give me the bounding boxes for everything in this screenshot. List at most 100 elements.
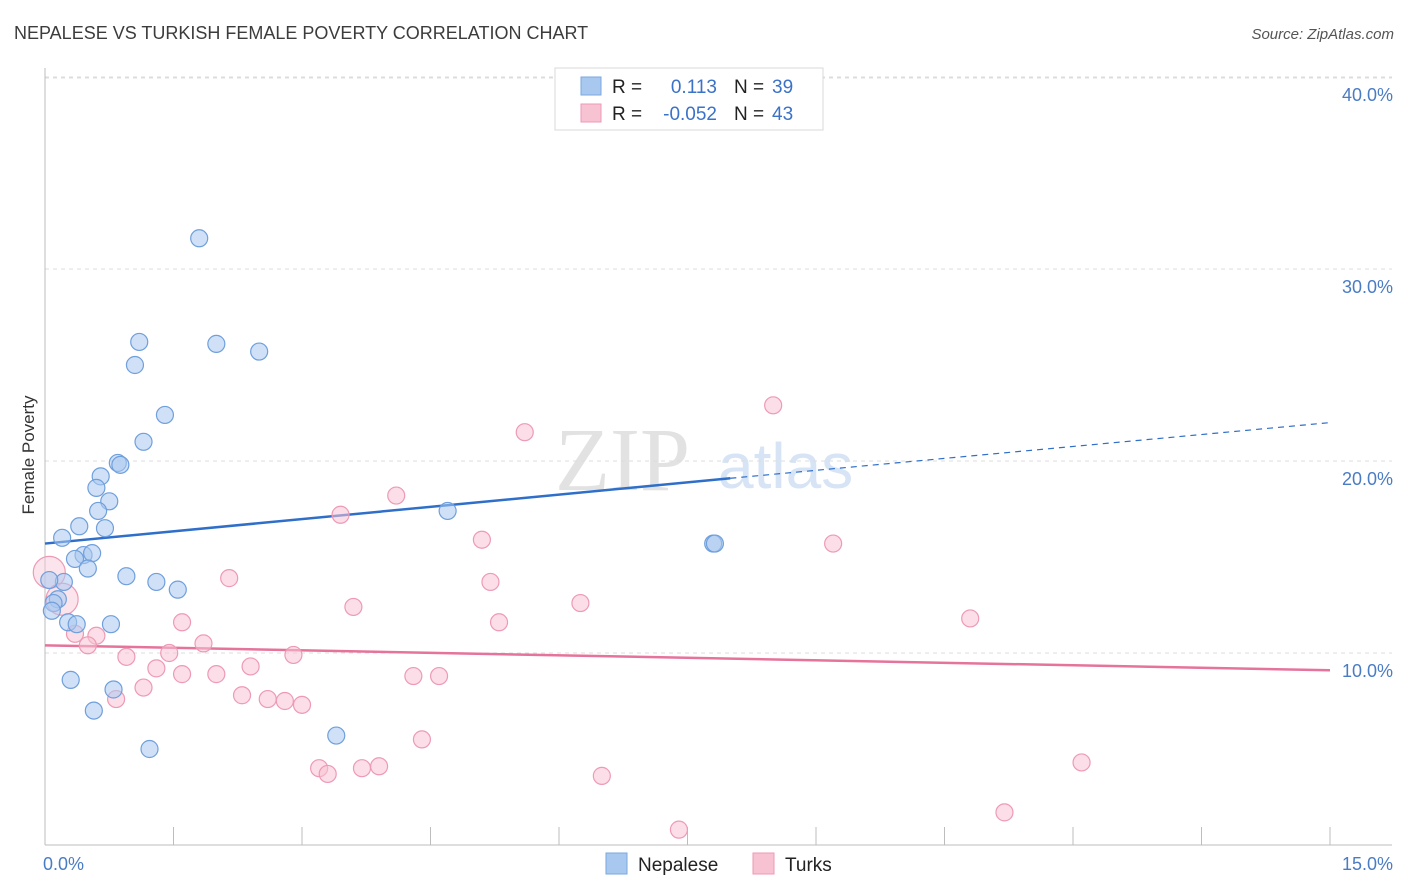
- point-nepalese: [61, 670, 80, 689]
- point-turks: [1072, 753, 1091, 772]
- point-nepalese: [705, 534, 725, 553]
- point-turks: [387, 486, 406, 505]
- point-turks: [117, 647, 136, 666]
- point-turks: [292, 695, 312, 714]
- point-nepalese: [327, 726, 346, 745]
- point-turks: [515, 423, 534, 442]
- point-nepalese: [147, 572, 166, 592]
- point-turks: [489, 613, 509, 632]
- point-turks: [160, 643, 179, 663]
- legend-n-value: 39: [772, 77, 793, 98]
- point-turks: [404, 666, 423, 686]
- point-turks: [232, 686, 252, 705]
- point-turks: [78, 636, 97, 655]
- point-turks: [318, 764, 337, 784]
- point-turks: [592, 766, 611, 785]
- x-tick-labels: 0.0% 15.0%: [43, 854, 1393, 874]
- point-turks: [429, 666, 449, 686]
- point-nepalese: [190, 229, 209, 248]
- trend-line-nepalese: [44, 477, 731, 545]
- x-tick-label: 15.0%: [1342, 854, 1393, 874]
- legend-r-label: R =: [612, 77, 642, 98]
- point-nepalese: [207, 334, 226, 353]
- legend-swatch-nepalese: [580, 76, 602, 96]
- point-turks: [331, 505, 350, 524]
- y-axis-label: Female Poverty: [19, 395, 38, 515]
- series-legend-label-turks: Turks: [785, 855, 832, 876]
- point-turks: [412, 730, 432, 749]
- point-turks: [275, 691, 294, 711]
- point-turks: [995, 803, 1014, 822]
- y-tick-label: 20.0%: [1342, 469, 1393, 489]
- correlation-legend: R = 0.113 N = 39 R = -0.052 N = 43: [554, 67, 824, 131]
- legend-r-value: 0.113: [671, 77, 717, 98]
- point-nepalese: [104, 680, 123, 699]
- point-turks: [172, 665, 192, 684]
- point-nepalese: [117, 567, 136, 586]
- y-tick-label: 40.0%: [1342, 85, 1393, 105]
- trend-line-turks: [44, 644, 1331, 672]
- point-turks: [344, 597, 363, 617]
- point-nepalese: [134, 432, 153, 451]
- point-turks: [481, 572, 500, 592]
- point-nepalese: [111, 455, 130, 474]
- point-turks: [669, 820, 689, 839]
- y-tick-label: 10.0%: [1342, 661, 1393, 681]
- point-nepalese: [438, 501, 457, 521]
- point-nepalese: [67, 615, 86, 634]
- point-turks: [194, 634, 213, 653]
- point-nepalese: [83, 544, 102, 563]
- chart-source: Source: ZipAtlas.com: [1251, 26, 1394, 43]
- point-turks: [258, 689, 277, 709]
- point-nepalese: [42, 601, 61, 620]
- axes: [44, 68, 1392, 846]
- series-legend-label-nepalese: Nepalese: [638, 855, 718, 876]
- point-turks: [220, 569, 239, 588]
- point-turks: [370, 757, 389, 776]
- legend-n-value: 43: [772, 104, 793, 125]
- point-turks: [147, 659, 166, 678]
- point-turks: [961, 609, 980, 628]
- point-nepalese: [78, 559, 97, 578]
- point-nepalese: [168, 580, 187, 599]
- point-nepalese: [89, 501, 108, 521]
- point-turks: [284, 645, 303, 665]
- point-nepalese: [87, 478, 106, 497]
- x-tick-label: 0.0%: [43, 854, 84, 874]
- point-nepalese: [101, 615, 121, 634]
- point-nepalese: [250, 342, 269, 361]
- point-nepalese: [125, 355, 145, 375]
- point-turks: [241, 657, 260, 676]
- point-turks: [764, 396, 783, 415]
- point-turks: [134, 678, 153, 697]
- series-legend-swatch-turks: [752, 852, 775, 875]
- legend-swatch-turks: [580, 103, 602, 123]
- point-nepalese: [65, 549, 85, 569]
- legend-r-label: R =: [612, 104, 642, 125]
- point-nepalese: [84, 701, 103, 720]
- legend-r-value: -0.052: [663, 104, 717, 125]
- point-nepalese: [155, 405, 175, 425]
- point-nepalese: [40, 570, 59, 590]
- grid-lines: [45, 76, 1392, 654]
- series-legend-swatch-nepalese: [605, 852, 628, 875]
- point-nepalese: [140, 739, 159, 759]
- y-tick-label: 30.0%: [1342, 277, 1393, 297]
- series-legend: Nepalese Turks: [605, 852, 832, 876]
- legend-n-label: N =: [734, 104, 764, 125]
- point-nepalese: [130, 332, 149, 352]
- watermark-atlas: atlas: [718, 430, 853, 502]
- trend-lines: [44, 422, 1331, 672]
- legend-n-label: N =: [734, 77, 764, 98]
- point-nepalese: [95, 519, 115, 538]
- chart-title: NEPALESE VS TURKISH FEMALE POVERTY CORRE…: [14, 23, 588, 43]
- point-turks: [571, 593, 590, 613]
- point-nepalese: [70, 517, 89, 536]
- point-nepalese: [53, 528, 72, 547]
- point-turks: [472, 530, 491, 549]
- trend-line-nepalese-extension: [730, 422, 1331, 479]
- data-points: [32, 229, 1091, 839]
- point-turks: [207, 665, 226, 684]
- point-turks: [352, 759, 372, 778]
